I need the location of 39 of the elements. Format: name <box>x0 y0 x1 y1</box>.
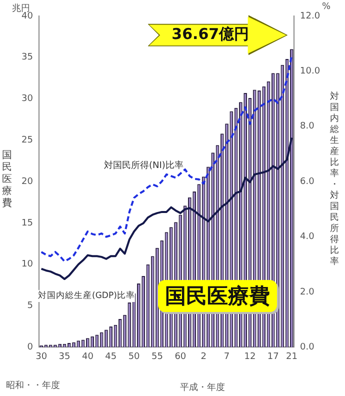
series-label: 対国民所得(NI)比率 <box>104 160 184 172</box>
x-tick-label: 21 <box>286 352 298 362</box>
y2-tick-label: 10.0 <box>300 66 320 77</box>
y-tick-label: 5 <box>27 301 33 312</box>
text: 対国内総生産(GDP)比率 <box>38 290 135 302</box>
x-tick-label: 60 <box>174 352 186 362</box>
y-tick-label: 15 <box>22 218 33 228</box>
y2-tick-label: 4.0 <box>300 232 315 242</box>
x-tick-label: 7 <box>224 352 230 362</box>
arrow-callout: 36.67億円 <box>148 15 288 56</box>
y-tick-label: 25 <box>22 136 33 146</box>
y-axis-title: 国民医療費 <box>2 150 13 210</box>
x-tick-label: 40 <box>82 352 94 362</box>
series-label: 国民医療費 <box>158 280 277 312</box>
x-tick-label: 17 <box>267 352 279 362</box>
text: 対国内総生産比率・対国民所得比率 <box>330 92 339 267</box>
text: % <box>322 2 331 12</box>
x-tick-label: 45 <box>105 352 117 362</box>
y2-tick-label: 8.0 <box>300 122 315 132</box>
x-tick-label: 50 <box>128 352 140 362</box>
line-series <box>40 54 293 262</box>
x-tick-label: 12 <box>244 352 256 362</box>
y2-tick-label: 2.0 <box>300 287 315 298</box>
y-tick-label: 0 <box>27 342 34 353</box>
annotation: 36.67億円 <box>172 25 250 44</box>
y2-tick-label: 12.0 <box>300 11 320 22</box>
x-tick-label: 2 <box>200 352 206 362</box>
x-tick-label: 55 <box>152 352 163 362</box>
y-tick-label: 30 <box>22 94 34 104</box>
x-tick-label: 30 <box>36 352 48 362</box>
y-tick-label: 35 <box>22 52 33 63</box>
y2-tick-label: 6.0 <box>300 176 315 187</box>
x-tick-label: 35 <box>58 352 70 362</box>
y-tick-label: 40 <box>22 11 34 22</box>
text: 平成・年度 <box>180 382 225 394</box>
y-tick-label: 20 <box>22 176 34 187</box>
y2-tick-label: 0.0 <box>300 342 315 353</box>
y-tick-label: 10 <box>22 260 34 270</box>
text: 昭和・・年度 <box>6 380 60 392</box>
